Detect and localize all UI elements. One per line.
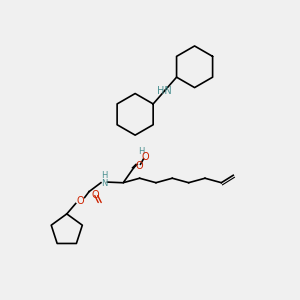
Text: O: O [135,161,143,171]
Text: O: O [91,190,99,200]
Text: O: O [76,196,84,206]
Text: H: H [138,147,144,156]
Text: O: O [141,152,149,161]
Text: HN: HN [158,85,172,96]
Text: H
N: H N [101,171,107,188]
